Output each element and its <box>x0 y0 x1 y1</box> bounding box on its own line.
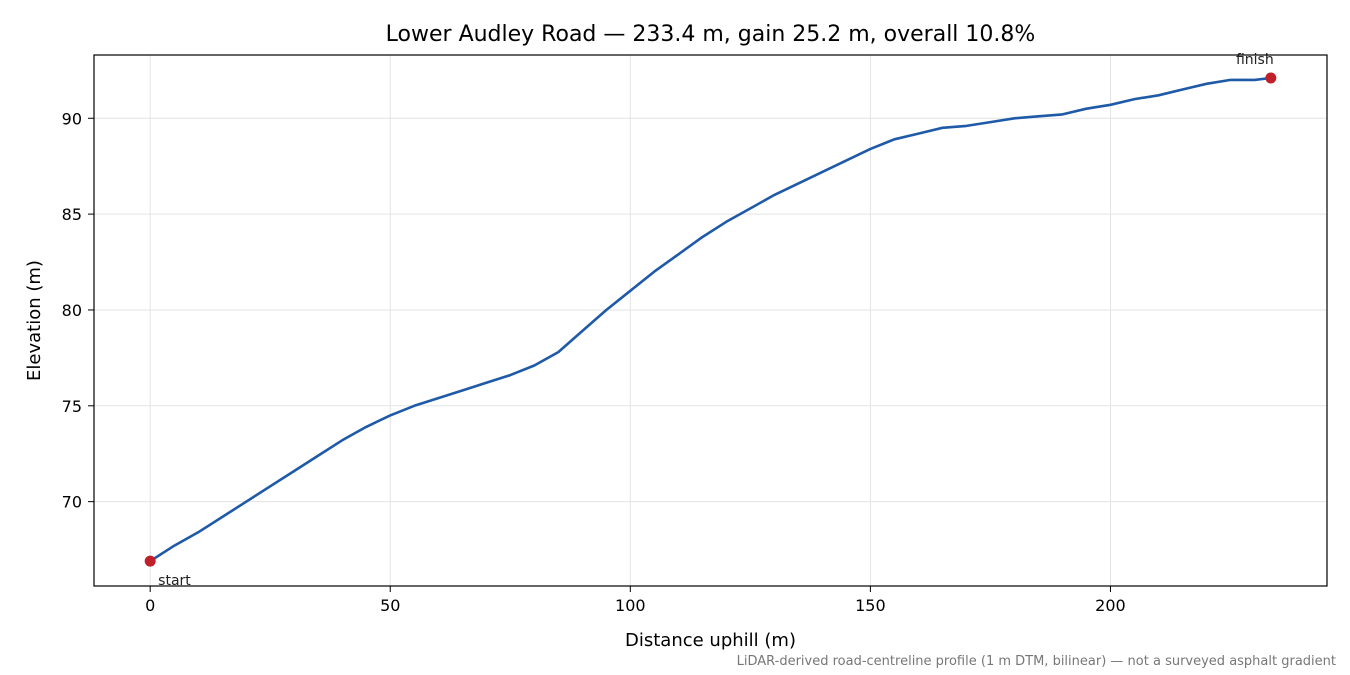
start-marker <box>144 555 156 567</box>
x-tick-label: 100 <box>615 596 646 615</box>
x-tick-label: 200 <box>1095 596 1126 615</box>
y-tick-label: 85 <box>62 205 82 224</box>
elevation-line <box>148 76 1273 563</box>
y-tick-label: 90 <box>62 109 82 128</box>
marker-layer: start finish <box>144 52 1277 589</box>
chart-title: Lower Audley Road — 233.4 m, gain 25.2 m… <box>386 22 1036 47</box>
x-axis-label: Distance uphill (m) <box>625 630 796 651</box>
tick-layer: 0 50 100 150 200 70 75 80 85 90 <box>62 109 1126 615</box>
series-layer <box>148 76 1273 563</box>
start-label: start <box>158 573 191 589</box>
plot-frame <box>93 54 1328 587</box>
y-tick-label: 70 <box>62 493 82 512</box>
y-axis-label: Elevation (m) <box>24 260 45 381</box>
y-tick-label: 75 <box>62 397 82 416</box>
finish-label: finish <box>1236 52 1274 68</box>
x-tick-label: 150 <box>855 596 886 615</box>
finish-marker <box>1265 72 1277 84</box>
x-tick-label: 50 <box>380 596 400 615</box>
y-tick-label: 80 <box>62 301 82 320</box>
x-tick-label: 0 <box>145 596 155 615</box>
footnote: LiDAR-derived road-centreline profile (1… <box>737 654 1336 669</box>
grid <box>94 55 1327 586</box>
